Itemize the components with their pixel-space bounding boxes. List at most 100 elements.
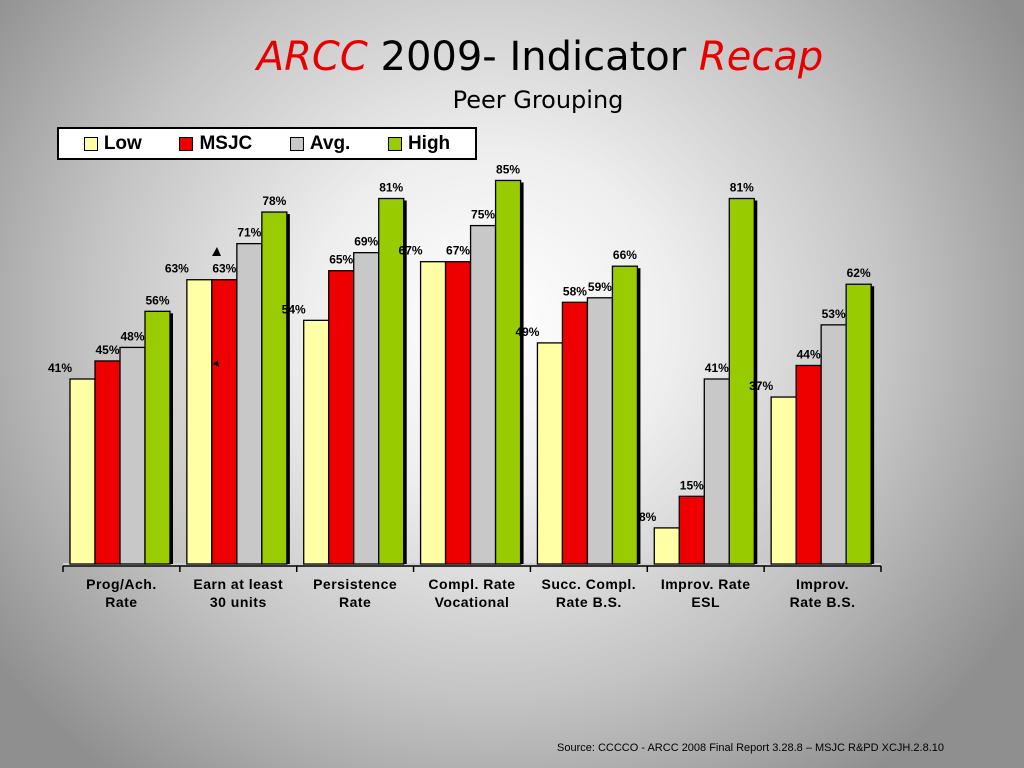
- value-label-high-4: 66%: [613, 248, 637, 262]
- legend-label-msjc: MSJC: [199, 132, 253, 154]
- category-label-6-line-1: Rate B.S.: [790, 594, 856, 610]
- category-label-1-line-1: 30 units: [210, 594, 267, 610]
- category-label-3-line-1: Vocational: [435, 594, 510, 610]
- bar-low-5: [653, 527, 680, 565]
- value-label-low-4: 49%: [515, 325, 539, 339]
- legend-swatch-low: [83, 136, 98, 151]
- slide-subtitle: Peer Grouping: [452, 86, 624, 114]
- value-label-avg-6: 53%: [822, 307, 846, 321]
- bar-avg-0: [119, 346, 146, 565]
- category-label-0-line-0: Prog/Ach.: [86, 576, 157, 592]
- bar-high-2: [378, 197, 405, 565]
- bar-avg-4: [586, 297, 614, 565]
- bar-high-0: [144, 310, 171, 565]
- value-label-low-2: 54%: [282, 302, 306, 316]
- value-label-high-3: 85%: [496, 162, 520, 176]
- value-label-avg-0: 48%: [120, 329, 144, 343]
- value-label-msjc-1: 63%: [212, 262, 236, 276]
- category-label-2-line-1: Rate: [339, 594, 371, 610]
- bar-msjc-4: [561, 301, 589, 565]
- value-label-msjc-2: 65%: [329, 253, 353, 267]
- bar-low-2: [303, 319, 330, 565]
- bar-avg-5: [703, 378, 730, 565]
- value-label-low-3: 67%: [399, 244, 423, 258]
- bar-low-1: [186, 279, 213, 565]
- category-label-1-line-0: Earn at least: [193, 576, 283, 592]
- legend-item-msjc: MSJC: [179, 133, 252, 155]
- bar-shadow-high-2: [403, 200, 407, 564]
- value-label-low-5: 8%: [639, 510, 657, 524]
- bar-high-3: [494, 179, 522, 565]
- value-label-avg-4: 59%: [588, 280, 612, 294]
- bar-high-4: [611, 265, 639, 565]
- bar-shadow-high-5: [754, 200, 758, 564]
- value-label-high-1: 78%: [262, 194, 286, 208]
- bar-msjc-6: [795, 364, 822, 565]
- bar-shadow-high-3: [520, 182, 524, 564]
- value-label-avg-2: 69%: [354, 235, 378, 249]
- bar-shadow-high-1: [286, 214, 290, 565]
- title-arcc: ARCC: [256, 34, 368, 80]
- bar-high-5: [728, 197, 755, 565]
- bar-msjc-2: [328, 270, 355, 565]
- bar-avg-2: [353, 252, 380, 565]
- category-label-6-line-0: Improv.: [796, 576, 849, 592]
- bar-msjc-0: [94, 360, 121, 565]
- value-label-avg-3: 75%: [471, 208, 495, 222]
- bar-msjc-5: [678, 495, 705, 565]
- value-label-high-0: 56%: [145, 293, 169, 307]
- category-label-4-line-1: Rate B.S.: [556, 594, 622, 610]
- bar-shadow-high-4: [637, 268, 641, 564]
- legend-item-avg: Avg.: [289, 132, 351, 155]
- value-label-low-0: 41%: [48, 361, 72, 375]
- bar-low-6: [770, 396, 797, 565]
- legend-swatch-high: [387, 136, 402, 151]
- bar-avg-3: [469, 224, 497, 565]
- title-recap: Recap: [698, 34, 824, 80]
- bar-msjc-1: [211, 279, 238, 565]
- bar-avg-1: [236, 242, 263, 565]
- bar-msjc-3: [444, 261, 472, 565]
- category-label-0-line-1: Rate: [105, 594, 137, 610]
- title-middle: 2009- Indicator: [367, 34, 699, 80]
- bar-high-6: [845, 283, 872, 565]
- category-label-3-line-0: Compl. Rate: [428, 576, 515, 592]
- legend-label-avg: Avg.: [309, 132, 351, 154]
- plot-floor: [63, 563, 881, 567]
- value-label-low-6: 37%: [749, 379, 773, 393]
- annotation-arrow-up-icon: [212, 247, 221, 256]
- value-label-avg-1: 71%: [237, 226, 261, 240]
- value-label-low-1: 63%: [165, 262, 189, 276]
- chart-legend: Low MSJC Avg. High: [57, 127, 477, 160]
- bar-low-0: [69, 378, 96, 565]
- bar-avg-6: [820, 324, 847, 565]
- legend-label-high: High: [407, 132, 451, 154]
- value-label-msjc-6: 44%: [797, 347, 821, 361]
- legend-swatch-msjc: [179, 136, 194, 151]
- value-label-msjc-3: 67%: [446, 244, 470, 258]
- bar-low-4: [536, 342, 564, 565]
- category-label-5-line-0: Improv. Rate: [661, 576, 751, 592]
- legend-item-high: High: [387, 132, 451, 155]
- value-label-msjc-4: 58%: [563, 284, 587, 298]
- value-label-high-6: 62%: [847, 266, 871, 280]
- category-label-4-line-0: Succ. Compl.: [542, 576, 637, 592]
- value-label-msjc-0: 45%: [95, 343, 119, 357]
- value-label-high-2: 81%: [379, 181, 403, 195]
- legend-item-low: Low: [83, 132, 142, 155]
- category-label-2-line-0: Persistence: [313, 576, 397, 592]
- bar-low-3: [419, 261, 447, 565]
- value-label-msjc-5: 15%: [680, 478, 704, 492]
- annotation-arrow-small-icon: [213, 360, 219, 367]
- legend-label-low: Low: [103, 132, 142, 154]
- source-note: Source: CCCCO - ARCC 2008 Final Report 3…: [557, 742, 944, 754]
- bar-high-1: [261, 211, 288, 565]
- value-label-high-5: 81%: [730, 181, 754, 195]
- bar-shadow-high-6: [871, 286, 875, 564]
- value-label-avg-5: 41%: [705, 361, 729, 375]
- legend-swatch-avg: [289, 136, 304, 151]
- category-label-5-line-1: ESL: [691, 594, 720, 610]
- slide-title: ARCC 2009- Indicator Recap: [0, 34, 1024, 80]
- bar-shadow-high-0: [170, 313, 173, 564]
